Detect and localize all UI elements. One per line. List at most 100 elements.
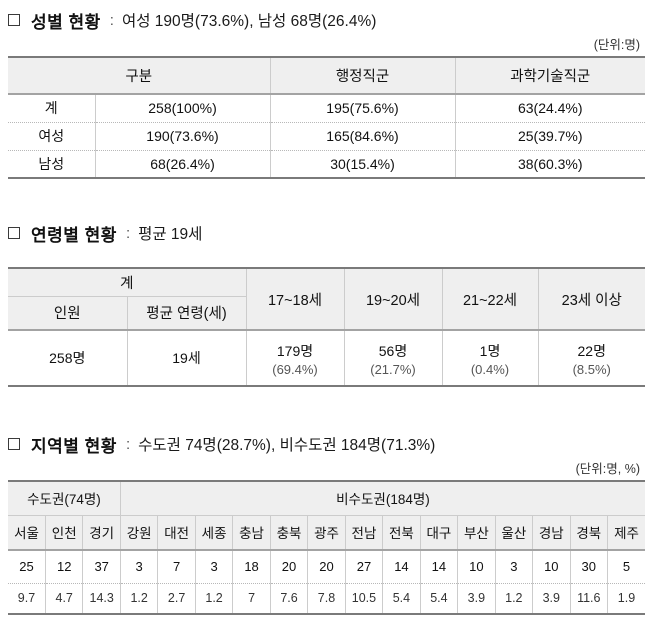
column-header: 대전 — [157, 515, 196, 551]
table-cell: 30(15.4%) — [269, 149, 455, 178]
table-cell: 56명 (21.7%) — [343, 330, 442, 386]
group-header: 수도권(74명) — [8, 481, 121, 516]
gender-table: 구분 행정직군 과학기술직군 계 258(100%) 195(75.6%) 63… — [8, 56, 645, 179]
heading-colon: : — [125, 224, 131, 242]
region-percent-row: 9.7 4.7 14.3 1.2 2.7 1.2 7 7.6 7.8 10.5 … — [8, 582, 645, 614]
heading-colon: : — [109, 11, 114, 29]
table-cell: 2.7 — [157, 582, 196, 614]
table-cell: 20 — [269, 550, 308, 583]
column-header: 경남 — [532, 515, 571, 551]
column-header: 전북 — [382, 515, 421, 551]
table-cell: 37 — [82, 550, 121, 583]
table-cell: 179명 (69.4%) — [245, 330, 344, 386]
table-cell: 25 — [19, 559, 34, 575]
table-cell: 25(39.7%) — [454, 121, 645, 150]
age-count: 1명 — [479, 342, 501, 359]
age-section-heading: 연령별 현황 : 평균 19세 — [8, 221, 647, 245]
table-cell: 10 — [532, 550, 571, 583]
column-header: 경북 — [569, 515, 608, 551]
row-label-cell: 계 — [44, 100, 58, 117]
gender-section-heading: 성별 현황 : 여성 190명(73.6%), 남성 68명(26.4%) — [8, 8, 647, 32]
table-cell: 14 — [419, 550, 458, 583]
age-table: 계 17~18세 19~20세 21~22세 23세 이상 인원 평균 연령(세… — [8, 267, 645, 387]
region-table: 수도권(74명) 비수도권(184명) 서울 인천 경기 강원 대전 세종 충남… — [8, 480, 645, 615]
region-table-header-row: 서울 인천 경기 강원 대전 세종 충남 충북 광주 전남 전북 대구 부산 울… — [8, 515, 645, 551]
table-cell: 1.2 — [494, 582, 533, 614]
table-cell: 1명 (0.4%) — [441, 330, 538, 386]
table-cell: 9.7 — [8, 582, 46, 614]
unit-label: (단위:명, %) — [575, 462, 640, 476]
group-header: 비수도권(184명) — [119, 481, 645, 516]
group-header: 계 — [8, 268, 246, 297]
column-header: 평균 연령(세) — [126, 296, 246, 331]
table-cell: 14 — [382, 550, 421, 583]
section-summary: 여성 190명(73.6%), 남성 68명(26.4%) — [121, 13, 377, 30]
table-cell: 4.7 — [44, 582, 83, 614]
column-header: 세종 — [194, 515, 233, 551]
table-cell: 258명 — [49, 350, 86, 366]
table-row: 남성 68(26.4%) 30(15.4%) 38(60.3%) — [8, 149, 645, 178]
section-title: 성별 현황 — [31, 12, 101, 32]
column-header: 경기 — [82, 515, 121, 551]
table-cell: 63(24.4%) — [454, 94, 645, 122]
table-cell: 12 — [44, 550, 83, 583]
column-header: 과학기술직군 — [454, 57, 645, 95]
table-row: 계 258(100%) 195(75.6%) 63(24.4%) — [8, 94, 645, 122]
table-cell: 7 — [157, 550, 196, 583]
section-summary: 수도권 74명(28.7%), 비수도권 184명(71.3%) — [138, 437, 436, 454]
column-header: 부산 — [457, 515, 496, 551]
region-section-heading: 지역별 현황 : 수도권 74명(28.7%), 비수도권 184명(71.3%… — [8, 432, 647, 456]
table-row: 여성 190(73.6%) 165(84.6%) 25(39.7%) — [8, 121, 645, 150]
table-cell: 3.9 — [532, 582, 571, 614]
table-cell: 20 — [307, 550, 346, 583]
age-table-subheader-row: 인원 평균 연령(세) — [8, 296, 645, 331]
table-cell: 3 — [494, 550, 533, 583]
section-summary: 평균 19세 — [138, 226, 203, 243]
column-header: 충남 — [232, 515, 271, 551]
column-header: 구분 — [8, 57, 270, 95]
table-cell: 5.4 — [382, 582, 421, 614]
table-row: 258명 19세 179명 (69.4%) 56명 (21.7%) 1명 (0.… — [8, 330, 645, 386]
column-header: 19~20세 — [343, 268, 442, 331]
table-cell: 68(26.4%) — [94, 149, 270, 178]
column-header: 23세 이상 — [537, 268, 645, 331]
heading-colon: : — [125, 435, 131, 453]
column-header: 21~22세 — [441, 268, 538, 331]
column-header: 인원 — [8, 296, 127, 331]
table-cell: 258(100%) — [94, 94, 270, 122]
column-header: 행정직군 — [269, 57, 455, 95]
table-cell: 5.4 — [419, 582, 458, 614]
age-count: 179명 — [276, 342, 314, 359]
section-title: 지역별 현황 — [31, 436, 117, 456]
table-cell: 10.5 — [344, 582, 383, 614]
table-cell: 1.9 — [607, 582, 645, 614]
age-table-group-row: 계 17~18세 19~20세 21~22세 23세 이상 — [8, 268, 645, 331]
column-header: 인천 — [44, 515, 83, 551]
table-cell: 3 — [194, 550, 233, 583]
column-header: 제주 — [607, 515, 645, 551]
unit-label: (단위:명) — [593, 38, 640, 52]
gender-section: 성별 현황 : 여성 190명(73.6%), 남성 68명(26.4%) (단… — [0, 8, 647, 179]
table-cell: 1.2 — [119, 582, 158, 614]
table-cell: 3.9 — [457, 582, 496, 614]
column-header: 광주 — [307, 515, 346, 551]
table-cell: 1.2 — [194, 582, 233, 614]
row-label-cell: 여성 — [8, 121, 95, 150]
section-title: 연령별 현황 — [31, 225, 117, 245]
age-percent: (8.5%) — [572, 361, 611, 377]
region-table-group-row: 수도권(74명) 비수도권(184명) — [8, 481, 645, 516]
column-header: 강원 — [119, 515, 158, 551]
column-header: 충북 — [269, 515, 308, 551]
table-cell: 5 — [607, 550, 645, 583]
age-percent: (21.7%) — [370, 361, 416, 377]
table-cell: 7 — [232, 582, 271, 614]
table-cell: 27 — [344, 550, 383, 583]
age-percent: (0.4%) — [470, 361, 510, 377]
region-section: 지역별 현황 : 수도권 74명(28.7%), 비수도권 184명(71.3%… — [0, 432, 647, 615]
column-header: 서울 — [8, 515, 46, 551]
region-count-row: 25 12 37 3 7 3 18 20 20 27 14 14 10 3 10… — [8, 550, 645, 583]
table-cell: 22명 (8.5%) — [537, 330, 645, 386]
table-cell: 30 — [569, 550, 608, 583]
table-cell: 14.3 — [82, 582, 121, 614]
